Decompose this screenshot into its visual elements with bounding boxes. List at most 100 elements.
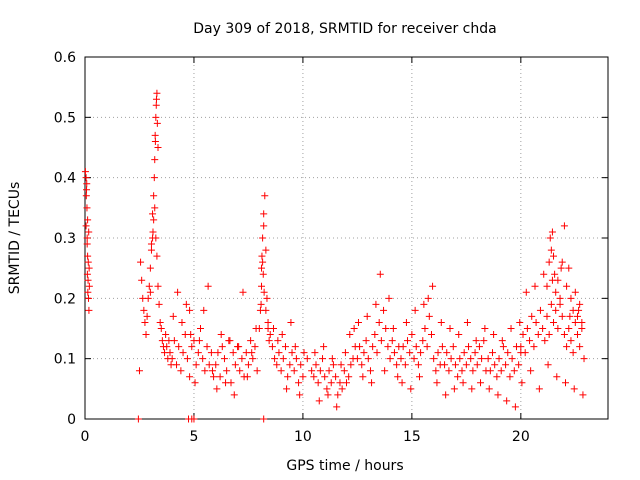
data-point bbox=[502, 361, 510, 369]
data-point bbox=[519, 331, 527, 339]
data-point bbox=[494, 391, 502, 399]
data-point bbox=[83, 180, 91, 188]
data-point bbox=[360, 349, 368, 357]
data-point bbox=[152, 95, 160, 103]
data-point bbox=[377, 337, 385, 345]
data-point bbox=[332, 373, 340, 381]
data-point bbox=[312, 361, 320, 369]
data-point bbox=[169, 312, 177, 320]
data-point bbox=[320, 343, 328, 351]
data-point bbox=[411, 306, 419, 314]
data-point bbox=[85, 228, 93, 236]
data-point bbox=[147, 240, 155, 248]
data-point bbox=[321, 373, 329, 381]
data-point bbox=[154, 282, 162, 290]
data-point bbox=[244, 361, 252, 369]
data-point bbox=[423, 343, 431, 351]
data-point bbox=[154, 144, 162, 151]
data-point bbox=[338, 385, 346, 393]
data-point bbox=[141, 318, 149, 326]
data-point bbox=[527, 367, 535, 375]
data-point bbox=[560, 331, 568, 339]
data-point bbox=[259, 270, 267, 278]
data-point bbox=[168, 355, 176, 363]
data-point bbox=[373, 349, 381, 357]
data-point bbox=[473, 361, 481, 369]
data-point bbox=[578, 318, 586, 326]
data-point bbox=[402, 318, 410, 326]
data-point bbox=[397, 355, 405, 363]
data-point bbox=[430, 355, 438, 363]
data-point bbox=[484, 355, 492, 363]
data-point bbox=[450, 385, 458, 393]
data-point bbox=[580, 355, 588, 363]
data-point bbox=[247, 337, 255, 345]
data-point bbox=[508, 355, 516, 363]
data-point bbox=[217, 331, 225, 339]
data-point bbox=[386, 355, 394, 363]
data-point bbox=[497, 367, 505, 375]
data-point bbox=[388, 337, 396, 345]
data-point bbox=[188, 343, 196, 351]
data-point bbox=[480, 337, 488, 345]
data-point bbox=[380, 306, 388, 314]
data-point bbox=[296, 391, 304, 399]
data-point bbox=[446, 325, 454, 332]
data-point bbox=[558, 258, 566, 266]
data-point bbox=[340, 367, 348, 375]
data-point bbox=[375, 318, 383, 326]
data-point bbox=[239, 288, 247, 296]
data-point bbox=[83, 270, 91, 278]
grid-lines bbox=[85, 57, 608, 419]
data-point bbox=[573, 312, 581, 320]
data-point bbox=[149, 228, 157, 236]
data-point bbox=[475, 343, 483, 351]
data-point bbox=[382, 325, 390, 332]
data-point bbox=[85, 282, 93, 290]
data-point bbox=[442, 391, 450, 399]
data-point bbox=[158, 337, 166, 345]
data-point bbox=[195, 337, 203, 345]
data-point bbox=[327, 379, 335, 387]
data-point bbox=[424, 294, 432, 302]
data-point bbox=[140, 306, 148, 314]
data-point bbox=[489, 349, 497, 357]
data-point bbox=[359, 373, 367, 381]
data-point bbox=[408, 331, 416, 339]
data-point bbox=[82, 222, 90, 230]
chart-title: Day 309 of 2018, SRMTID for receiver chd… bbox=[193, 21, 496, 37]
data-point bbox=[258, 264, 266, 272]
data-point bbox=[432, 367, 440, 375]
data-point bbox=[260, 210, 268, 218]
data-point bbox=[576, 300, 584, 308]
data-point bbox=[469, 367, 477, 375]
data-point bbox=[556, 294, 564, 302]
data-point bbox=[251, 343, 259, 351]
y-tick-label: 0.3 bbox=[54, 231, 76, 247]
data-point bbox=[438, 343, 446, 351]
data-point bbox=[350, 325, 358, 332]
y-tick-label: 0 bbox=[67, 412, 76, 428]
data-point bbox=[451, 361, 459, 369]
data-point bbox=[366, 367, 374, 375]
data-point bbox=[345, 373, 353, 381]
data-point bbox=[218, 343, 226, 351]
data-point bbox=[567, 294, 575, 302]
data-point bbox=[560, 222, 568, 230]
data-point bbox=[449, 343, 457, 351]
data-point bbox=[175, 343, 183, 351]
data-point bbox=[142, 331, 150, 339]
data-point bbox=[516, 318, 524, 326]
data-point bbox=[353, 355, 361, 363]
data-point bbox=[571, 318, 579, 326]
data-point bbox=[394, 373, 402, 381]
data-point bbox=[337, 361, 345, 369]
data-point bbox=[190, 415, 198, 423]
data-point bbox=[368, 379, 376, 387]
data-point bbox=[194, 349, 202, 357]
data-point bbox=[151, 131, 159, 139]
data-point bbox=[84, 276, 92, 284]
data-point bbox=[552, 306, 560, 314]
data-point bbox=[376, 270, 384, 278]
data-point bbox=[334, 391, 342, 399]
